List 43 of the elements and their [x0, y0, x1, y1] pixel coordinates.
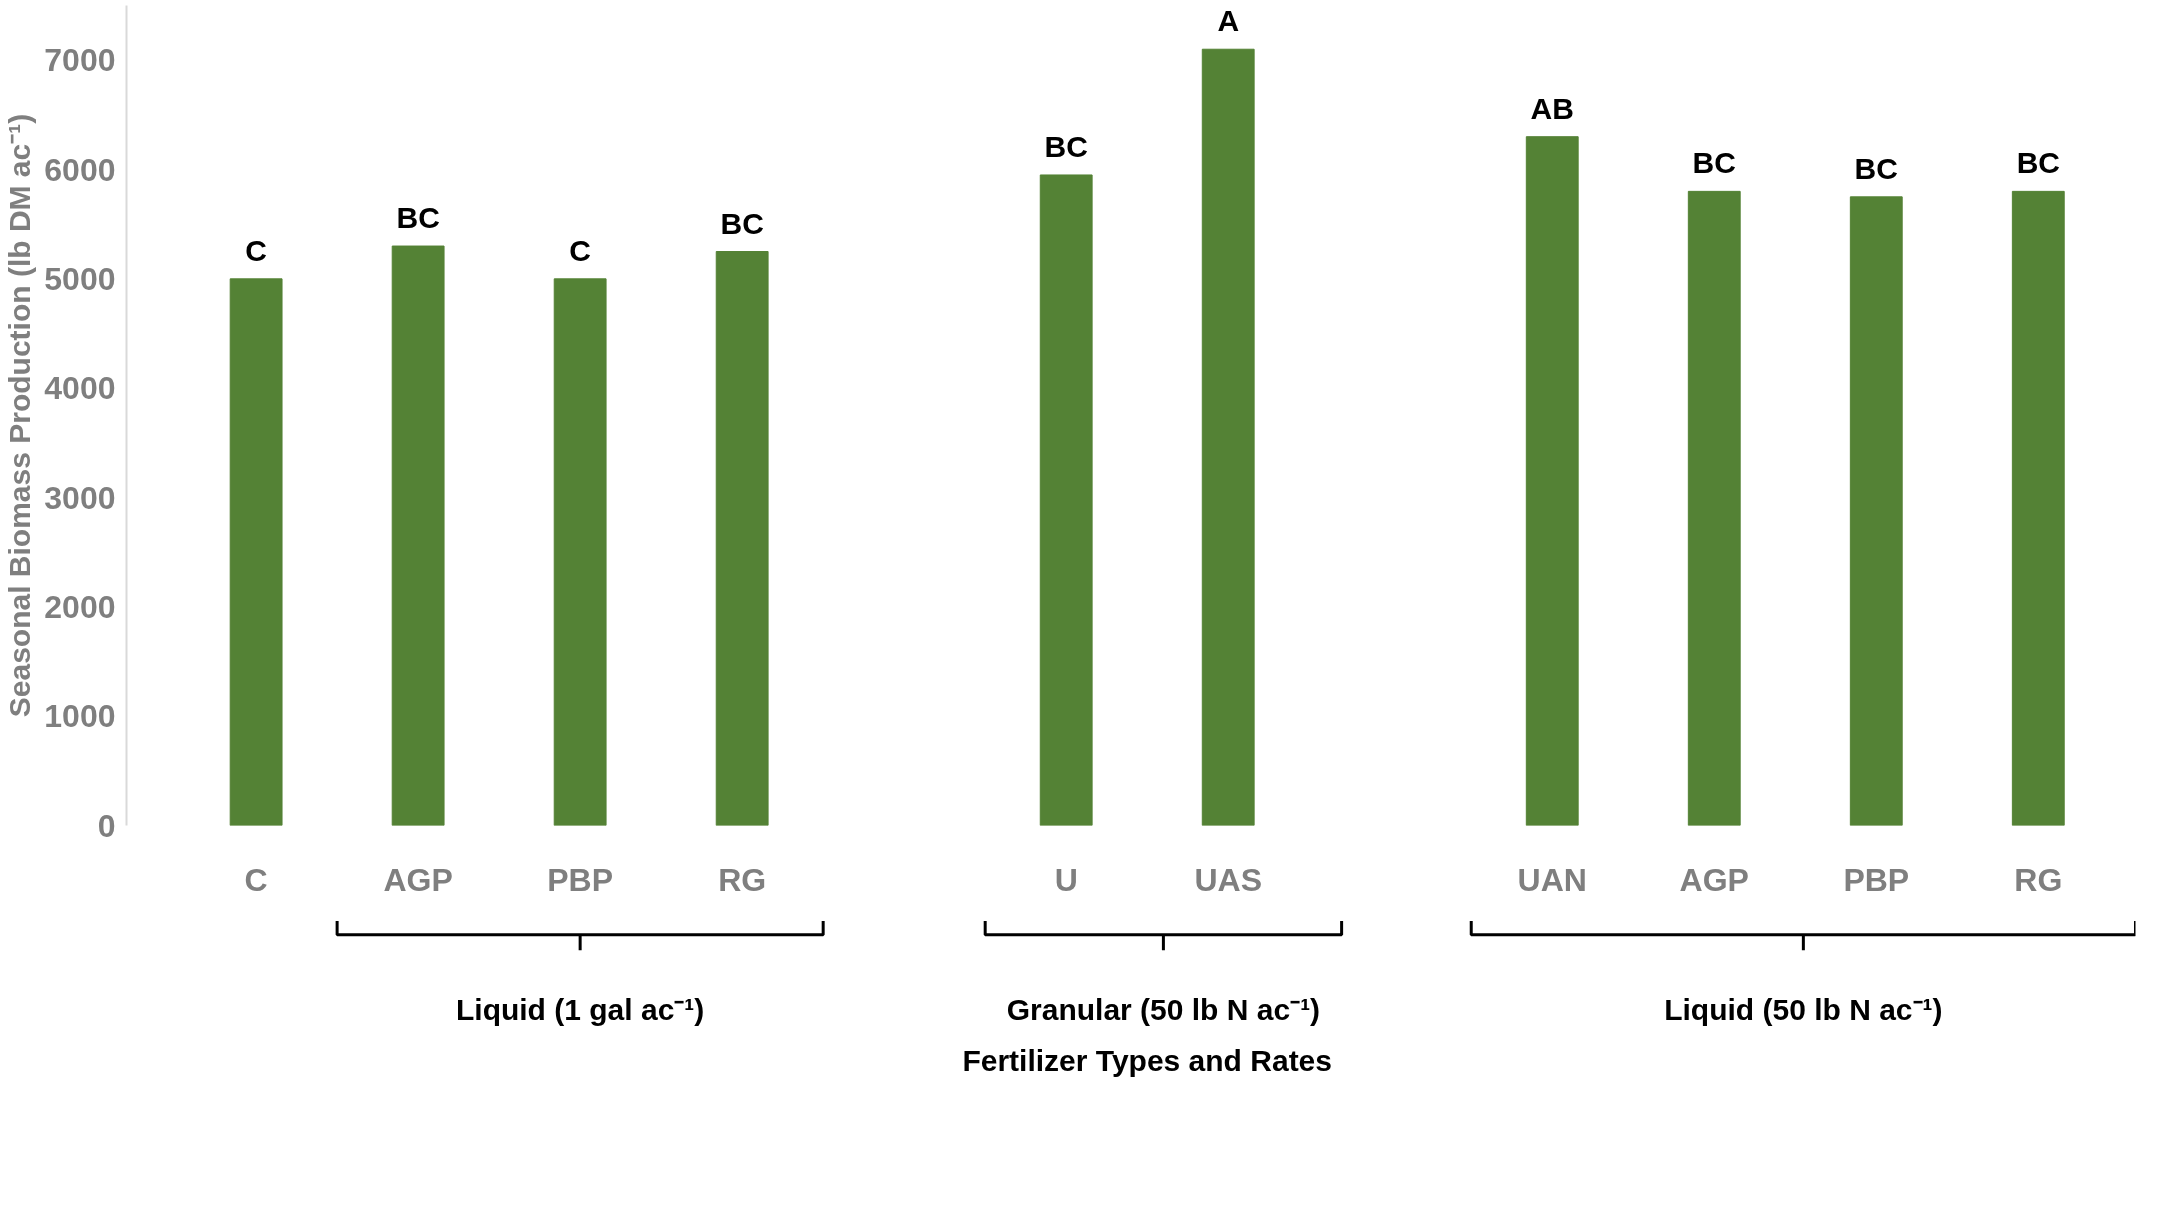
- y-axis-title: Seasonal Biomass Production (lb DM ac⁻¹): [3, 113, 37, 718]
- y-tick-label: 4000: [44, 370, 116, 407]
- data-label: A: [1217, 4, 1240, 38]
- bar: [1201, 48, 1255, 826]
- y-tick-label: 1000: [44, 698, 116, 735]
- data-label: BC: [1692, 146, 1736, 180]
- y-tick-label: 7000: [44, 42, 116, 79]
- x-tick-label: PBP: [1843, 861, 1910, 898]
- data-label: BC: [1044, 129, 1088, 163]
- y-tick-label: 0: [97, 807, 116, 844]
- bar: [715, 251, 769, 826]
- text: Liquid (50 lb N ac⁻¹): [1664, 993, 1943, 1027]
- data-label: C: [245, 233, 267, 267]
- bar: [1039, 174, 1093, 826]
- x-tick-label: UAN: [1517, 861, 1587, 898]
- data-label: BC: [1854, 151, 1898, 185]
- x-tick-label: AGP: [1679, 861, 1749, 898]
- data-label: AB: [1530, 91, 1574, 125]
- data-label: BC: [2016, 146, 2060, 180]
- bar: [1849, 196, 1903, 826]
- y-tick-label: 6000: [44, 151, 116, 188]
- x-tick-label: U: [1054, 861, 1078, 898]
- bar: [391, 245, 445, 826]
- x-tick-label: RG: [2014, 861, 2063, 898]
- text: Liquid (1 gal ac⁻¹): [455, 993, 705, 1027]
- bar: [553, 278, 607, 826]
- x-tick-label: C: [244, 861, 268, 898]
- x-tick-label: AGP: [383, 861, 453, 898]
- text: Granular (50 lb N ac⁻¹): [1006, 993, 1321, 1027]
- x-tick-label: RG: [718, 861, 767, 898]
- y-tick-label: 2000: [44, 588, 116, 625]
- data-label: C: [569, 233, 591, 267]
- text: Fertilizer Types and Rates: [962, 1044, 1332, 1078]
- data-label: BC: [720, 206, 764, 240]
- data-label: BC: [396, 201, 440, 235]
- y-tick-label: 5000: [44, 260, 116, 297]
- x-tick-label: UAS: [1194, 861, 1262, 898]
- bar: [1525, 136, 1579, 826]
- bar: [2011, 190, 2065, 826]
- x-tick-label: PBP: [547, 861, 614, 898]
- bar: [229, 278, 283, 826]
- bar: [1687, 190, 1741, 826]
- y-tick-label: 3000: [44, 479, 116, 516]
